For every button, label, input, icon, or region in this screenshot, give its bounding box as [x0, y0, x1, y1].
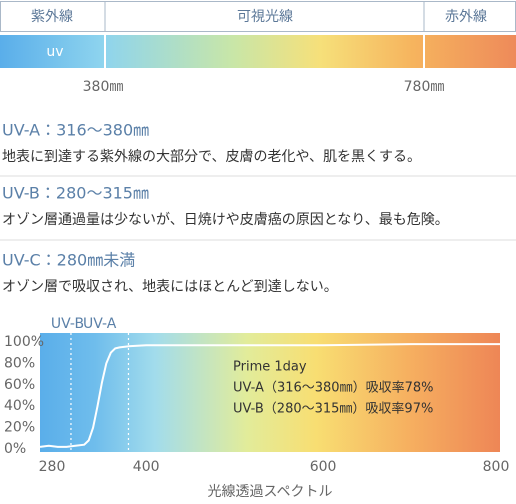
- y-tick-label: 100%: [4, 334, 44, 350]
- section-text: オゾン層通過量は少ないが、日焼けや皮膚癌の原因となり、最も危険。: [2, 211, 449, 228]
- x-tick-label: 800: [483, 459, 510, 475]
- plot-background: [40, 333, 500, 452]
- band-label: 可視光線: [237, 9, 293, 25]
- region-label: UV-A: [83, 316, 117, 332]
- region-label: UV-B: [51, 316, 84, 332]
- wavelength-mark: 780㎜: [404, 79, 445, 95]
- transmittance-line: [39, 343, 500, 448]
- annotation: Prime 1day: [233, 360, 307, 375]
- uv-label: uv: [46, 44, 63, 60]
- x-tick-label: 400: [133, 459, 160, 475]
- y-tick-label: 20%: [4, 420, 35, 436]
- section-heading: UV-C：280㎜未満: [2, 251, 135, 270]
- annotation: UV-A（316〜380㎜）吸収率78%: [233, 381, 433, 396]
- band-label: 赤外線: [445, 9, 487, 25]
- wavelength-mark: 380㎜: [83, 79, 124, 95]
- x-tick-label: 600: [310, 459, 337, 475]
- section-text: 地表に到達する紫外線の大部分で、皮膚の老化や、肌を黒くする。: [2, 149, 421, 165]
- section-heading: UV-B：280〜315㎜: [2, 184, 149, 203]
- x-tick-label: 280: [39, 459, 66, 475]
- y-tick-label: 80%: [4, 355, 35, 371]
- band-label: 紫外線: [31, 9, 73, 25]
- spectrum-bar: [0, 35, 516, 68]
- section-text: オゾン層で吸収され、地表にはほとんど到達しない。: [2, 279, 338, 295]
- section-heading: UV-A：316〜380㎜: [2, 121, 149, 140]
- y-tick-label: 40%: [4, 398, 35, 414]
- y-tick-label: 60%: [4, 377, 35, 393]
- annotation: UV-B（280〜315㎜）吸収率97%: [233, 402, 433, 417]
- y-tick-label: 0%: [4, 441, 26, 457]
- x-axis-label: 光線透過スペクトル: [207, 484, 332, 500]
